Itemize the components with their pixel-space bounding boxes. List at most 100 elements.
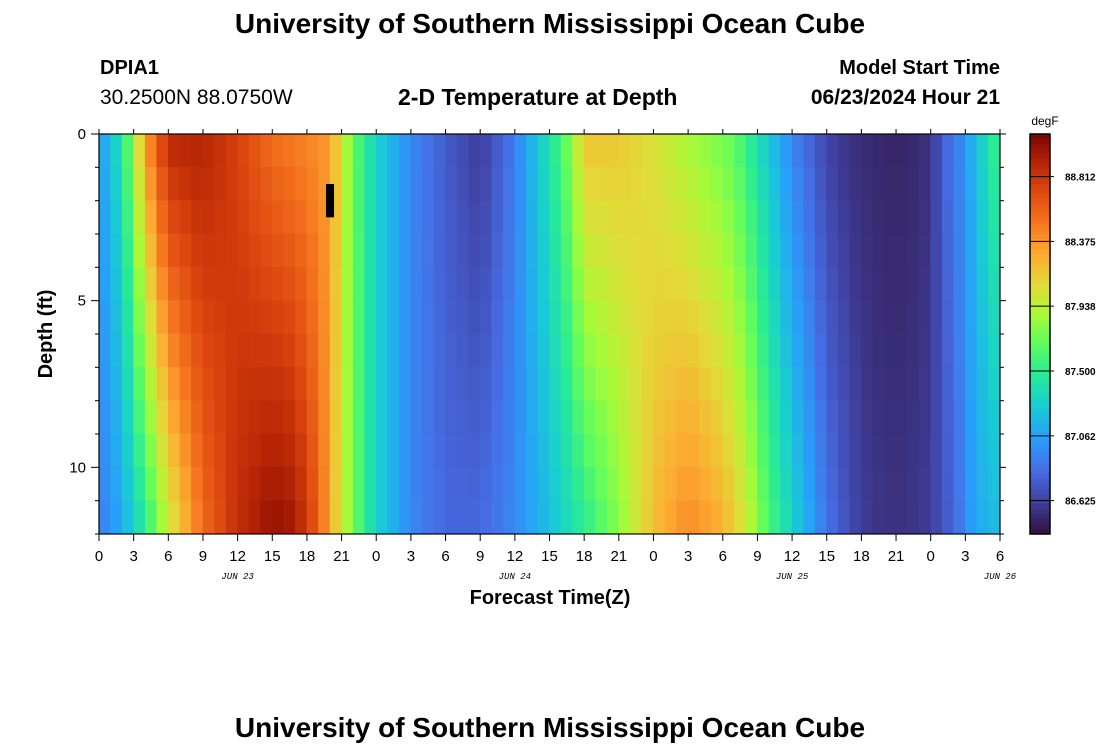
x-tick-label: 0 (95, 548, 103, 565)
heatmap-cell (306, 233, 319, 268)
x-axis-label: Forecast Time(Z) (470, 587, 631, 609)
heatmap-cell (618, 400, 631, 435)
heatmap-cell (676, 367, 689, 401)
colorbar-segment (1030, 343, 1050, 350)
heatmap-cell (399, 300, 412, 335)
colorbar-segment (1030, 138, 1050, 145)
heatmap-cell (399, 433, 412, 468)
heatmap-cell (433, 167, 446, 201)
heatmap-cell (630, 200, 643, 235)
heatmap-cell (734, 133, 747, 168)
heatmap-cell (479, 300, 493, 335)
heatmap-cell (329, 267, 342, 301)
heatmap-cell (595, 433, 608, 468)
heatmap-cell (214, 133, 227, 168)
heatmap-cell (202, 467, 215, 501)
heatmap-cell (687, 200, 700, 235)
colorbar-segment (1030, 448, 1050, 455)
heatmap-cell (156, 200, 169, 235)
heatmap-cell (98, 133, 111, 168)
heatmap-cell (676, 500, 689, 535)
heatmap-cell (110, 367, 123, 401)
heatmap-cell (144, 367, 158, 401)
heatmap-cell (248, 500, 262, 535)
heatmap-cell (895, 333, 908, 368)
heatmap-cell (583, 133, 596, 168)
colorbar-segment (1030, 438, 1050, 445)
heatmap-cell (433, 200, 446, 235)
heatmap-cell (341, 367, 354, 401)
heatmap-cell (479, 400, 493, 435)
colorbar: 88.812 88.375 87.938 87.500 87.062 86.625 (1029, 133, 1096, 535)
heatmap-cell (560, 133, 573, 168)
heatmap-cell (329, 300, 342, 335)
heatmap-cell (422, 200, 435, 235)
heatmap-cell (560, 400, 573, 435)
heatmap-cell (410, 167, 423, 201)
heatmap-cell (872, 367, 885, 401)
heatmap-cell (144, 333, 158, 368)
x-tick-label: 3 (129, 548, 137, 565)
heatmap-cell (791, 167, 804, 201)
colorbar-tick-label: 88.375 (1065, 237, 1096, 248)
x-tick-label: 12 (784, 548, 801, 565)
colorbar-segment (1030, 463, 1050, 470)
colorbar-segment (1030, 313, 1050, 320)
heatmap-cell (549, 133, 562, 168)
heatmap-cell (271, 433, 285, 468)
heatmap-cell (168, 200, 181, 235)
heatmap-cell (179, 233, 192, 268)
heatmap-cell (237, 167, 250, 201)
colorbar-segment (1030, 428, 1050, 435)
heatmap-cell (375, 133, 389, 168)
heatmap-cell (433, 400, 446, 435)
heatmap-cell (271, 367, 285, 401)
heatmap-cell (988, 467, 1001, 501)
heatmap-cell (248, 300, 262, 335)
heatmap-cell (260, 367, 273, 401)
heatmap-cell (98, 400, 111, 435)
heatmap-cell (861, 233, 874, 268)
heatmap-cell (941, 400, 955, 435)
heatmap-cell (849, 433, 862, 468)
heatmap-cell (618, 467, 631, 501)
heatmap-cell (722, 467, 735, 501)
heatmap-cell (526, 200, 539, 235)
footer-title: University of Southern Mississippi Ocean… (234, 712, 866, 743)
heatmap-cell (306, 167, 319, 201)
heatmap-cell (526, 500, 539, 535)
heatmap-cell (941, 233, 955, 268)
heatmap-cell (191, 500, 204, 535)
heatmap-cell (560, 367, 573, 401)
heatmap-cell (653, 367, 666, 401)
heatmap-cell (156, 500, 169, 535)
heatmap-cell (826, 433, 839, 468)
heatmap-cell (849, 267, 862, 301)
colorbar-tick-label: 87.062 (1065, 432, 1096, 443)
heatmap-cell (191, 267, 204, 301)
heatmap-cell (248, 233, 262, 268)
heatmap-cell (918, 333, 931, 368)
heatmap-cell (387, 500, 400, 535)
heatmap-cell (121, 400, 134, 435)
heatmap-cell (630, 300, 643, 335)
heatmap-cell (606, 300, 620, 335)
heatmap-cell (260, 400, 273, 435)
heatmap-cell (168, 300, 181, 335)
heatmap-cell (653, 267, 666, 301)
heatmap-cell (849, 167, 862, 201)
heatmap-cell (283, 267, 296, 301)
heatmap-cell (144, 233, 158, 268)
heatmap-cell (814, 300, 828, 335)
heatmap-cell (641, 167, 654, 201)
heatmap-cell (976, 467, 989, 501)
heatmap-cell (687, 267, 700, 301)
heatmap-cell (953, 133, 966, 168)
heatmap-cell (710, 133, 724, 168)
heatmap-cell (98, 267, 111, 301)
heatmap-cell (849, 467, 862, 501)
y-tick-label: 5 (78, 293, 86, 310)
heatmap-cell (803, 200, 816, 235)
heatmap-cell (837, 200, 851, 235)
heatmap-cell (121, 200, 134, 235)
